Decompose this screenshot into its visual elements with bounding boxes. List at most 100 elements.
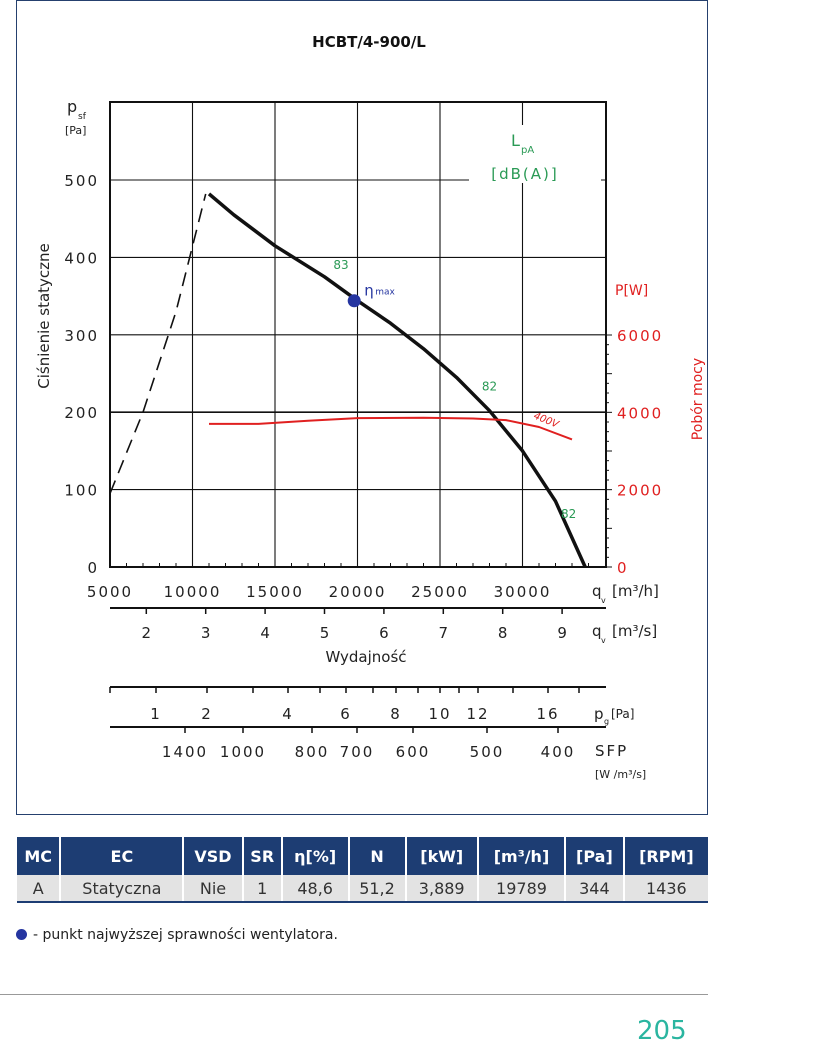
cell-kw: 3,889	[404, 875, 478, 903]
pg-tick-label-5: 10	[428, 705, 451, 723]
pg-tick-label-3: 6	[340, 705, 352, 723]
x-axis-label: Wydajność	[325, 648, 406, 666]
y-tick-label-0: 0	[87, 559, 99, 577]
pg-tick-label-7: 16	[536, 705, 559, 723]
sfp-tick-label-2: 800	[295, 743, 330, 761]
x-tick-label-1: 10000	[164, 583, 222, 601]
series-power-curve	[209, 416, 573, 441]
pg-unit: p	[594, 705, 604, 723]
eta-max-point	[347, 294, 361, 308]
x-unit-sub: v	[601, 596, 606, 605]
sfp-label: SFP	[595, 742, 628, 760]
x-tick-label-3: 20000	[329, 583, 387, 601]
sfp-tick-label-4: 600	[396, 743, 431, 761]
chart-title: HCBT/4-900/L	[312, 33, 426, 51]
cell-sr: 1	[241, 875, 282, 903]
header-sr: SR	[241, 837, 282, 875]
y-tick-label-3: 300	[64, 327, 99, 345]
legend-text: - punkt najwyższej sprawności wentylator…	[33, 927, 338, 943]
pg-tick-label-0: 1	[150, 705, 162, 723]
x2-unit: [m³/s]	[612, 622, 657, 640]
cell-ec: Statyczna	[59, 875, 184, 903]
cell-rpm: 1436	[622, 875, 708, 903]
header-mc: MC	[17, 837, 61, 875]
x2-unit-q: q	[592, 622, 602, 640]
cell-mc: A	[17, 875, 61, 903]
cell-n: 51,2	[347, 875, 406, 903]
lpa-box-background	[469, 125, 601, 183]
x2-tick-label-2: 4	[260, 624, 270, 642]
x2-tick-label-4: 6	[379, 624, 389, 642]
cell-efficiency: 48,6	[280, 875, 349, 903]
pg-tick-label-2: 4	[282, 705, 294, 723]
y2-tick-label-1: 2000	[617, 482, 663, 500]
eta-max-label: η	[364, 282, 374, 300]
sfp-tick-label-0: 1400	[162, 743, 208, 761]
header-vsd: VSD	[182, 837, 243, 875]
y-tick-label-1: 100	[64, 482, 99, 500]
noise-label-1: 82	[482, 380, 497, 394]
header-kw: [kW]	[404, 837, 478, 875]
sfp-tick-label-5: 500	[470, 743, 505, 761]
sfp-unit: [W /m³/s]	[595, 768, 646, 781]
header-ec: EC	[59, 837, 184, 875]
parameters-table: MC EC VSD SR η[%] N [kW] [m³/h] [Pa] [RP…	[17, 837, 708, 903]
y-unit: [Pa]	[65, 124, 86, 137]
y-symbol-sub: sf	[78, 112, 87, 122]
y2-tick-label-0: 0	[617, 559, 629, 577]
cell-vsd: Nie	[182, 875, 243, 903]
header-n: N	[347, 837, 406, 875]
sfp-tick-label-1: 1000	[220, 743, 266, 761]
noise-label-2: 82	[561, 507, 576, 521]
cell-m3h: 19789	[476, 875, 566, 903]
header-pa: [Pa]	[564, 837, 624, 875]
pg-tick-label-4: 8	[390, 705, 402, 723]
pg-tick-label-1: 2	[201, 705, 213, 723]
lpa-sub: pA	[521, 145, 534, 156]
cell-pa: 344	[564, 875, 624, 903]
y-tick-label-2: 200	[64, 404, 99, 422]
x2-tick-label-7: 9	[557, 624, 567, 642]
noise-label-0: 83	[333, 258, 348, 272]
x2-tick-label-3: 5	[320, 624, 330, 642]
y-symbol: p	[67, 97, 77, 116]
header-m3h: [m³/h]	[476, 837, 566, 875]
sfp-tick-label-3: 700	[340, 743, 375, 761]
x-tick-label-0: 5000	[87, 583, 133, 601]
lpa-label: L	[511, 131, 520, 150]
y2-tick-label-2: 4000	[617, 404, 663, 422]
lpa-unit: [dB(A)]	[491, 165, 558, 183]
x2-tick-label-5: 7	[439, 624, 449, 642]
x2-tick-label-1: 3	[201, 624, 211, 642]
x-unit: [m³/h]	[612, 582, 659, 600]
chart-frame: HCBT/4-900/L 0 100 200 300 400 500 5000 10000 150…	[16, 0, 708, 815]
table-row: A Statyczna Nie 1 48,6 51,2 3,889 19789 …	[17, 875, 708, 903]
y-tick-label-5: 500	[64, 172, 99, 190]
y2-axis-label: Pobór mocy	[690, 358, 706, 440]
pg-tick-label-6: 12	[466, 705, 489, 723]
y-tick-label-4: 400	[64, 249, 99, 267]
x-tick-label-5: 30000	[494, 583, 552, 601]
header-efficiency: η[%]	[280, 837, 349, 875]
y-axis-label: Ciśnienie statyczne	[35, 243, 53, 389]
eta-max-sub: max	[375, 288, 395, 298]
pg-unit-tail: [Pa]	[611, 707, 634, 721]
x2-unit-sub: v	[601, 636, 606, 645]
header-rpm: [RPM]	[622, 837, 708, 875]
x2-tick-label-6: 8	[498, 624, 508, 642]
sfp-tick-label-6: 400	[541, 743, 576, 761]
power-series-label: 400V	[532, 411, 561, 431]
page-number: 205	[637, 1016, 687, 1046]
x-unit-q: q	[592, 582, 602, 600]
eta-max-dot-icon	[16, 929, 27, 940]
y2-tick-label-3: 6000	[617, 327, 663, 345]
series-stall-curve	[109, 193, 207, 494]
y2-unit: P[W]	[615, 283, 648, 299]
series-static-pressure-curve	[207, 192, 587, 568]
legend: - punkt najwyższej sprawności wentylator…	[16, 927, 338, 943]
x-tick-label-4: 25000	[411, 583, 469, 601]
table-header-row: MC EC VSD SR η[%] N [kW] [m³/h] [Pa] [RP…	[17, 837, 708, 875]
x2-tick-label-0: 2	[142, 624, 152, 642]
pg-unit-sub: g	[604, 717, 609, 726]
